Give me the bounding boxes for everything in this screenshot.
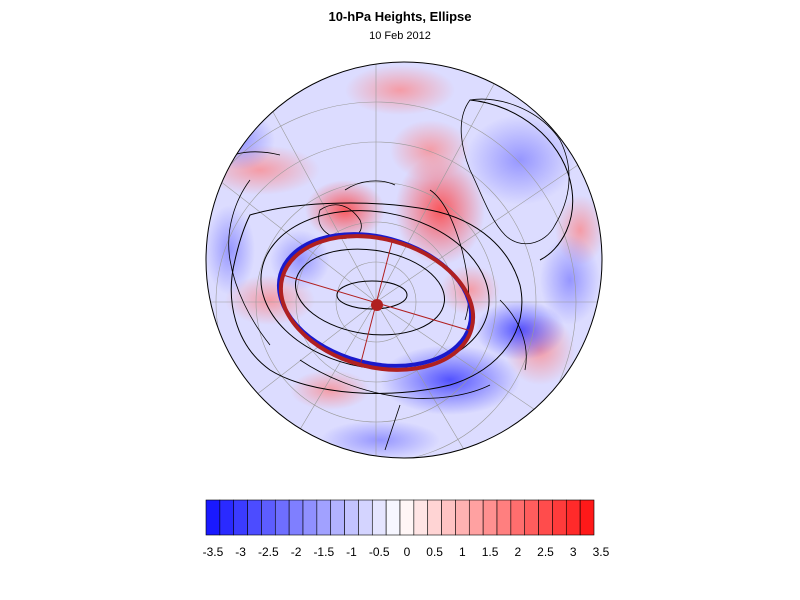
colorbar-tick-label: -2 [291, 545, 302, 559]
colorbar-box [579, 499, 595, 536]
colorbar-tick-label: 1 [459, 545, 466, 559]
colorbar-box [399, 499, 415, 536]
colorbar-box [316, 499, 332, 536]
colorbar-box [344, 499, 359, 536]
colorbar-box [413, 499, 429, 536]
colorbar-box [482, 499, 498, 536]
colorbar-tick-label: 1.5 [482, 545, 499, 559]
colorbar-tick-label: -0.5 [369, 545, 390, 559]
colorbar-box [441, 499, 456, 536]
colorbar-tick-label: -2.5 [258, 545, 279, 559]
map-border [205, 61, 603, 459]
colorbar-box [524, 499, 539, 536]
colorbar-box [330, 499, 345, 536]
colorbar-tick-label: -3.5 [203, 545, 224, 559]
ellipse-center-marker [371, 299, 383, 311]
colorbar-box [302, 499, 318, 536]
colorbar-tick-label: -3 [235, 545, 246, 559]
colorbar-boxes [205, 499, 595, 536]
colorbar-box [455, 499, 470, 536]
colorbar-box [385, 499, 401, 536]
colorbar-box [219, 499, 235, 536]
colorbar-box [247, 499, 262, 536]
colorbar-box [205, 499, 221, 536]
date-subtitle: 10 Feb 2012 [369, 30, 431, 42]
page-title: 10-hPa Heights, Ellipse [328, 9, 472, 24]
colorbar-labels: -3.5 -3 -2.5 -2 -1.5 -1 -0.5 0 0.5 1 1.5 2 2.5 3 3.5 [203, 545, 610, 559]
colorbar-box [358, 499, 373, 536]
height-contours [230, 99, 574, 394]
colorbar-tick-label: 2.5 [537, 545, 554, 559]
colorbar-tick-label: 3 [570, 545, 577, 559]
colorbar-tick-label: 2 [514, 545, 521, 559]
colorbar-box [510, 499, 526, 536]
fitted-ellipse [276, 232, 476, 372]
colorbar-box [274, 499, 290, 536]
colorbar-tick-label: 0 [404, 545, 411, 559]
colorbar-box [538, 499, 553, 536]
colorbar-box [468, 499, 484, 536]
colorbar-box [496, 499, 512, 536]
colorbar-tick-label: -1.5 [313, 545, 334, 559]
colorbar-box [565, 499, 581, 536]
colorbar-box [233, 499, 248, 536]
colorbar-tick-label: -1 [346, 545, 357, 559]
colorbar-box [288, 499, 304, 536]
colorbar-box [261, 499, 276, 536]
colorbar-box [552, 499, 567, 536]
colorbar-tick-label: 3.5 [593, 545, 610, 559]
colorbar-box [371, 499, 387, 536]
colorbar-box [427, 499, 442, 536]
colorbar-tick-label: 0.5 [426, 545, 443, 559]
